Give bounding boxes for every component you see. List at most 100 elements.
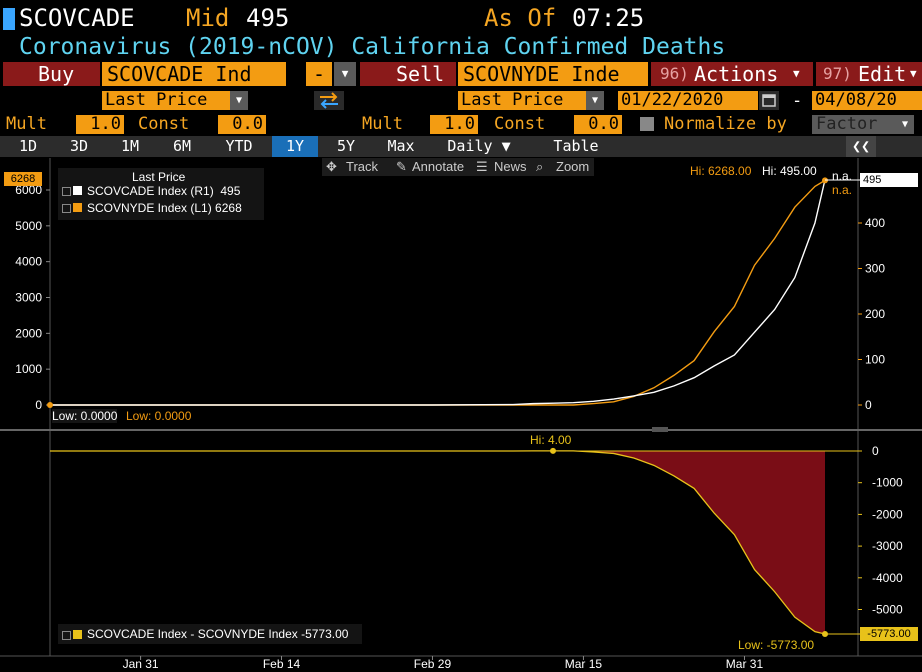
left-tick-label: 5000 xyxy=(15,219,42,233)
right-last-price-badge: 495 xyxy=(860,173,918,187)
mid-label: Mid xyxy=(186,4,230,32)
right-tick-label: 200 xyxy=(865,307,885,321)
hi-left-label: Hi: 6268.00 xyxy=(690,164,752,178)
na-label: n.a. xyxy=(832,183,853,197)
right-tick-label: 300 xyxy=(865,262,885,276)
mult-input-1[interactable]: 1.0 xyxy=(76,115,124,134)
actions-button[interactable] xyxy=(651,62,813,86)
tab-ytd[interactable]: YTD xyxy=(225,137,253,155)
annotate-icon[interactable]: ✎ xyxy=(396,159,407,174)
track-icon[interactable]: ✥ xyxy=(326,159,337,174)
operator-dropdown-icon[interactable]: ▼ xyxy=(334,62,356,86)
normalize-checkbox[interactable] xyxy=(640,117,654,131)
spread-last-badge: -5773.00 xyxy=(860,627,918,641)
swap-icon[interactable] xyxy=(314,91,344,110)
spread-tick-label: -1000 xyxy=(872,476,903,490)
x-tick-label: Feb 14 xyxy=(263,657,301,671)
normalize-select[interactable]: Factor xyxy=(812,115,896,134)
annotate-tool[interactable]: Annotate xyxy=(412,159,465,174)
legend-header: Last Price xyxy=(132,170,186,184)
spread-area xyxy=(50,450,825,634)
sell-field-select[interactable]: Last Price xyxy=(458,91,586,110)
x-tick-label: Feb 29 xyxy=(414,657,452,671)
zoom-tool[interactable]: Zoom xyxy=(556,159,590,174)
spread-tick-label: -2000 xyxy=(872,507,903,521)
asof-label: As Of xyxy=(484,4,557,32)
mid-value: 495 xyxy=(246,4,290,32)
panel-resize-handle xyxy=(652,427,668,432)
hi-right-label: Hi: 495.00 xyxy=(762,164,817,178)
normalize-dropdown-icon[interactable]: ▼ xyxy=(896,115,914,134)
buy-field-select[interactable]: Last Price xyxy=(102,91,230,110)
legend-expand-icon[interactable] xyxy=(62,187,71,196)
tab-1y[interactable]: 1Y xyxy=(272,136,318,157)
buy-security-input[interactable]: SCOVCADE Ind xyxy=(102,62,286,86)
legend-item: SCOVCADE Index (R1) 495 xyxy=(87,184,241,198)
legend-item: SCOVCADE Index - SCOVNYDE Index -5773.00 xyxy=(87,627,349,641)
actions-label: Actions xyxy=(694,62,779,86)
x-tick-label: Jan 31 xyxy=(123,657,159,671)
mult-input-2[interactable]: 1.0 xyxy=(430,115,478,134)
x-tick-label: Mar 31 xyxy=(726,657,764,671)
spread-hi-label: Hi: 4.00 xyxy=(530,433,572,447)
buy-label-box xyxy=(3,62,100,86)
actions-number: 96) xyxy=(660,64,689,83)
legend-box: Last Price SCOVCADE Index (R1) 495 SCOVN… xyxy=(58,168,264,220)
collapse-icon[interactable]: ❮❮ xyxy=(846,136,876,157)
mult-label-1: Mult xyxy=(6,114,47,134)
zoom-icon[interactable]: ⌕ xyxy=(536,159,544,174)
ticker-marker xyxy=(3,8,15,30)
right-tick-label: 400 xyxy=(865,216,885,230)
period-tab-bar xyxy=(0,136,922,157)
actions-chevron-down-icon: ▼ xyxy=(793,67,800,80)
low-left-label: Low: 0.0000 xyxy=(52,409,118,423)
chart-tool-bar: ✥ Track ✎ Annotate ☰ News ⌕ Zoom xyxy=(322,158,594,176)
start-date-input[interactable]: 01/22/2020 xyxy=(618,91,758,110)
edit-chevron-down-icon: ▼ xyxy=(910,67,917,80)
ticker-symbol[interactable]: SCOVCADE xyxy=(19,4,135,32)
const-input-2[interactable]: 0.0 xyxy=(574,115,622,134)
normalize-label: Normalize by xyxy=(664,114,787,134)
sell-field-dropdown-icon[interactable]: ▼ xyxy=(586,91,604,110)
track-tool[interactable]: Track xyxy=(346,159,379,174)
legend-expand-icon[interactable] xyxy=(62,631,71,640)
calendar-icon[interactable] xyxy=(759,91,779,110)
legend-swatch xyxy=(73,630,82,639)
tab-1m[interactable]: 1M xyxy=(120,137,140,155)
tab-1d[interactable]: 1D xyxy=(18,137,38,155)
left-tick-label: 4000 xyxy=(15,255,42,269)
news-icon[interactable]: ☰ xyxy=(476,159,488,174)
tab-daily[interactable]: Daily ▼ xyxy=(447,137,511,155)
low-right-label: Low: 0.0000 xyxy=(126,409,192,423)
buy-label: Buy xyxy=(38,62,75,86)
end-date-input[interactable]: 04/08/20 xyxy=(812,91,922,110)
left-tick-label: 3000 xyxy=(15,291,42,305)
sell-label: Sell xyxy=(396,62,445,86)
edit-number: 97) xyxy=(823,64,852,83)
sell-security-input[interactable]: SCOVNYDE Inde xyxy=(458,62,648,86)
tab-3d[interactable]: 3D xyxy=(69,137,89,155)
legend-swatch xyxy=(73,186,82,195)
tab-max[interactable]: Max xyxy=(387,137,415,155)
legend-expand-icon[interactable] xyxy=(62,204,71,213)
spread-tick-label: -4000 xyxy=(872,571,903,585)
edit-button[interactable] xyxy=(816,62,922,86)
buy-field-dropdown-icon[interactable]: ▼ xyxy=(230,91,248,110)
mult-label-2: Mult xyxy=(362,114,403,134)
tab-table[interactable]: Table xyxy=(553,137,599,155)
spread-tick-label: 0 xyxy=(872,444,879,458)
const-label-1: Const xyxy=(138,114,190,134)
price-chart[interactable]: 0 1000 2000 3000 4000 5000 6000 0 100 200 300 400 0… xyxy=(0,158,922,672)
edit-label: Edit xyxy=(858,62,907,86)
spread-legend-box: SCOVCADE Index - SCOVNYDE Index -5773.00 xyxy=(58,624,362,644)
spread-high-marker xyxy=(550,447,556,454)
spread-low-label: Low: -5773.00 xyxy=(738,638,815,652)
tab-6m[interactable]: 6M xyxy=(172,137,192,155)
page-title: Coronavirus (2019-nCOV) California Confi… xyxy=(19,34,726,60)
operator-select[interactable]: - xyxy=(306,62,332,86)
tab-5y[interactable]: 5Y xyxy=(336,137,356,155)
right-tick-label: 100 xyxy=(865,353,885,367)
low-marker xyxy=(47,402,53,408)
const-input-1[interactable]: 0.0 xyxy=(218,115,266,134)
news-tool[interactable]: News xyxy=(494,159,527,174)
